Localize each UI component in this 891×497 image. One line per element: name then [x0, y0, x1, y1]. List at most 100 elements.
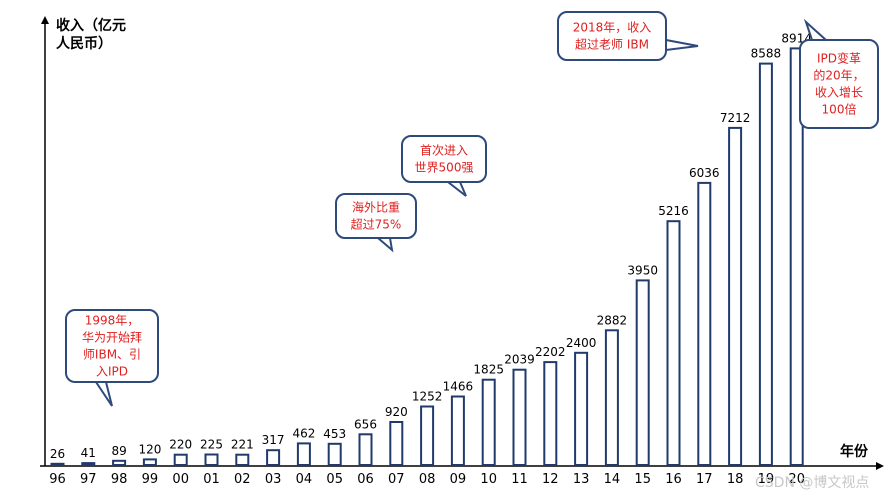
x-tick-20: 20 [788, 472, 805, 487]
y-axis-title-line-1: 收入（亿元 [56, 17, 126, 34]
callout-text-line: 华为开始拜 [82, 331, 142, 345]
data-label-99: 120 [138, 442, 161, 456]
x-tick-07: 07 [388, 472, 405, 487]
callout-text-line: IPD变革 [817, 51, 861, 66]
data-label-09: 1466 [443, 380, 474, 394]
data-label-13: 2400 [566, 336, 597, 350]
bar-13 [574, 351, 589, 466]
data-label-04: 462 [292, 426, 315, 440]
x-tick-13: 13 [573, 472, 590, 487]
x-tick-00: 00 [172, 472, 189, 487]
bar-11 [512, 368, 527, 467]
x-tick-18: 18 [727, 472, 744, 487]
x-tick-98: 98 [111, 472, 128, 487]
bar-04 [296, 442, 311, 466]
data-label-12: 2202 [535, 345, 566, 359]
data-label-07: 920 [385, 405, 408, 419]
data-label-02: 221 [231, 438, 254, 452]
data-label-06: 656 [354, 417, 377, 431]
callout-text-line: 海外比重 [352, 200, 400, 215]
data-label-97: 41 [81, 446, 96, 460]
callout-text-line: 收入增长 [815, 86, 863, 100]
callout-text-line: 100倍 [822, 102, 857, 117]
x-tick-96: 96 [49, 472, 66, 487]
x-tick-16: 16 [665, 472, 682, 487]
bar-97 [81, 462, 96, 467]
x-tick-09: 09 [450, 472, 467, 487]
x-tick-17: 17 [696, 472, 713, 487]
x-tick-15: 15 [634, 472, 651, 487]
bar-06 [358, 433, 373, 466]
x-tick-12: 12 [542, 472, 559, 487]
bars-group: 26 96 41 97 89 98 120 99 220 00 225 01 221 02 317 03 462… [49, 31, 812, 487]
data-label-96: 26 [50, 447, 65, 461]
bar-96 [50, 462, 65, 466]
x-axis-title: 年份 [840, 443, 869, 460]
data-label-14: 2882 [597, 313, 628, 327]
callout-text-line: 入IPD [96, 365, 128, 379]
x-tick-97: 97 [80, 472, 97, 487]
bar-03 [266, 449, 281, 467]
x-tick-06: 06 [357, 472, 374, 487]
bar-08 [420, 405, 435, 466]
callouts-group: 1998年，华为开始拜师IBM、引入IPD海外比重超过75%首次进入世界500强… [65, 11, 879, 407]
callout-text-line: 超过75% [351, 217, 402, 232]
bar-10 [481, 378, 496, 467]
x-tick-19: 19 [758, 472, 775, 487]
data-label-03: 317 [262, 433, 285, 447]
bar-18 [728, 126, 743, 467]
bar-17 [697, 181, 712, 466]
data-label-10: 1825 [473, 363, 504, 377]
bar-01 [204, 453, 219, 466]
bar-19 [758, 62, 773, 466]
data-label-17: 6036 [689, 166, 720, 180]
callout-box [65, 309, 159, 383]
data-label-05: 453 [323, 427, 346, 441]
bar-05 [327, 442, 342, 466]
bar-15 [635, 279, 650, 466]
callout-text-line: 师IBM、引 [83, 348, 141, 362]
x-tick-02: 02 [234, 472, 251, 487]
data-label-16: 5216 [658, 204, 689, 218]
x-tick-03: 03 [265, 472, 282, 487]
callout-text-line: 的20年， [813, 68, 864, 83]
bar-02 [235, 453, 250, 467]
data-label-08: 1252 [412, 390, 443, 404]
bar-09 [450, 395, 465, 466]
data-label-98: 89 [111, 444, 126, 458]
callout-text-line: 1998年， [85, 314, 140, 328]
callout-text-line: 世界500强 [415, 161, 474, 175]
bar-12 [543, 361, 558, 467]
x-tick-10: 10 [480, 472, 497, 487]
bar-20 [789, 47, 804, 467]
x-tick-05: 05 [326, 472, 343, 487]
callout-text-line: 超过老师 IBM [575, 37, 649, 52]
data-label-00: 220 [169, 438, 192, 452]
x-tick-08: 08 [419, 472, 436, 487]
data-label-19: 8588 [751, 47, 782, 61]
callout-text-line: 2018年，收入 [573, 21, 652, 35]
y-axis-title-line-2: 人民币） [56, 35, 112, 52]
callout-box [335, 193, 417, 239]
bar-99 [142, 458, 157, 466]
callout-text-line: 首次进入 [420, 144, 468, 158]
x-tick-14: 14 [604, 472, 621, 487]
callout-box [557, 11, 667, 61]
x-tick-04: 04 [296, 472, 313, 487]
bar-07 [389, 421, 404, 466]
callout-box [401, 135, 487, 183]
bar-00 [173, 453, 188, 467]
x-tick-99: 99 [142, 472, 159, 487]
data-label-18: 7212 [720, 111, 751, 125]
x-tick-11: 11 [511, 472, 528, 487]
data-label-01: 225 [200, 438, 223, 452]
watermark: CSDN @博文视点 [755, 474, 869, 491]
bar-16 [666, 220, 681, 466]
data-label-11: 2039 [504, 353, 535, 367]
